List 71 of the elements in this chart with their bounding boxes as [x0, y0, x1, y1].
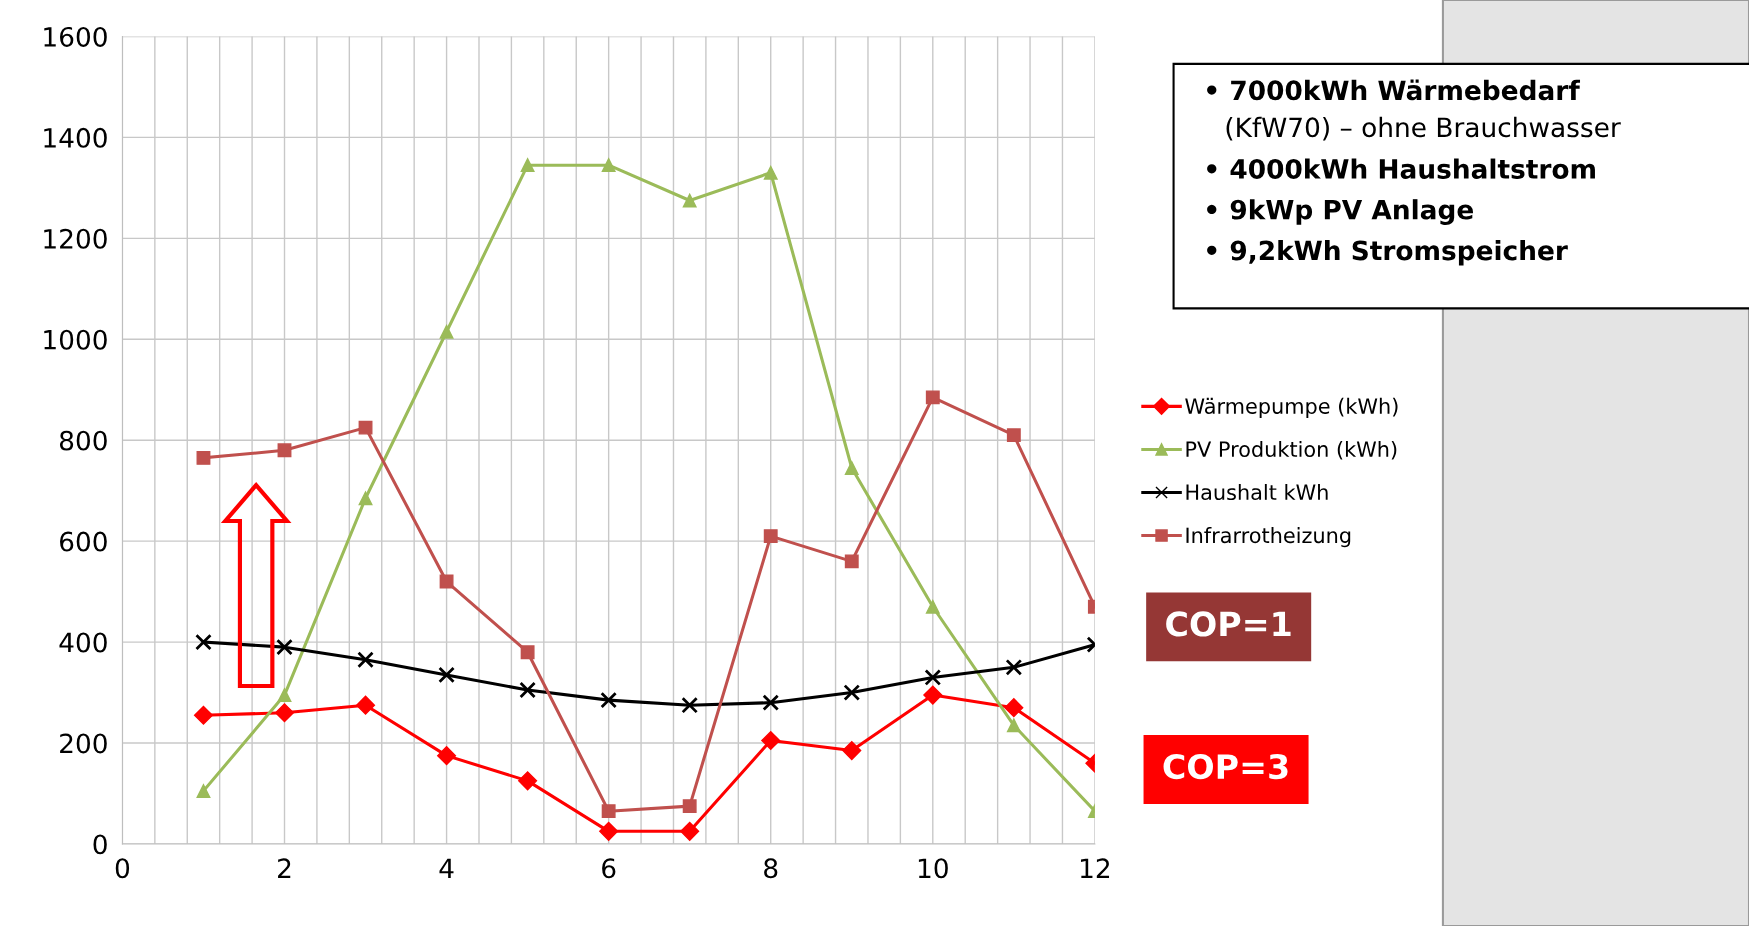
point — [1005, 658, 1023, 676]
point — [438, 666, 455, 684]
point — [1006, 428, 1021, 443]
text: • 4000kWh Haushaltstrom — [1207, 158, 1595, 179]
point — [599, 821, 619, 841]
point — [925, 599, 940, 614]
point — [925, 390, 940, 405]
point — [357, 651, 374, 669]
point — [195, 633, 212, 651]
point — [682, 799, 697, 814]
text: (KfW70) – ohne Brauchwasser — [1226, 116, 1621, 141]
point — [601, 158, 616, 173]
point — [518, 771, 538, 791]
x-tick-label: 0 — [115, 858, 130, 879]
point — [681, 696, 699, 714]
point — [924, 669, 942, 686]
point — [763, 529, 778, 544]
point — [843, 684, 861, 701]
text: • 7000kWh Wärmebedarf — [1207, 79, 1581, 101]
x-tick-label: 12 — [1080, 858, 1110, 878]
y-tick-label: 1000 — [44, 329, 107, 350]
y-tick-label: 200 — [60, 733, 107, 754]
point — [520, 158, 535, 173]
point — [277, 443, 292, 458]
point — [844, 554, 859, 569]
y-tick-label: 600 — [60, 531, 107, 552]
point — [520, 645, 535, 660]
point — [276, 638, 293, 656]
point — [519, 681, 536, 699]
point — [762, 694, 780, 711]
y-tick-label: 0 — [93, 834, 107, 855]
point — [439, 324, 454, 339]
legend-label: Haushalt kWh — [1186, 483, 1328, 501]
text: COP=3 — [1163, 753, 1288, 780]
point — [761, 730, 781, 751]
x-tick-label: 8 — [764, 858, 778, 879]
point — [196, 450, 211, 465]
point — [358, 420, 373, 435]
point — [439, 574, 454, 589]
text: • 9,2kWh Stromspeicher — [1207, 240, 1568, 266]
x-tick-label: 6 — [602, 858, 616, 879]
y-tick-label: 800 — [59, 430, 107, 451]
point — [601, 804, 616, 819]
point — [763, 165, 778, 180]
x-tick-label: 2 — [278, 858, 291, 878]
point — [844, 461, 859, 475]
point — [274, 703, 295, 723]
legend-label: PV Produktion (kWh) — [1186, 440, 1397, 460]
point — [356, 695, 376, 715]
y-tick-label: 1600 — [44, 26, 107, 47]
point — [358, 491, 373, 506]
y-tick-label: 1400 — [44, 127, 107, 148]
text: • 9kWp PV Anlage — [1207, 199, 1473, 225]
point — [437, 746, 457, 766]
y-tick-label: 1200 — [44, 228, 107, 249]
point — [277, 688, 292, 703]
legend-label: Wärmepumpe (kWh) — [1185, 397, 1398, 418]
point — [682, 193, 697, 208]
point — [842, 741, 862, 761]
point — [193, 705, 214, 725]
point — [1006, 718, 1021, 733]
x-tick-label: 10 — [918, 858, 948, 879]
point — [923, 685, 943, 705]
point — [1004, 698, 1024, 718]
text: COP=1 — [1166, 611, 1291, 637]
point — [196, 784, 211, 798]
y-tick-label: 400 — [59, 632, 107, 653]
point — [600, 691, 617, 709]
x-tick-label: 4 — [439, 858, 454, 878]
legend-label: Infrarrotheizung — [1186, 527, 1351, 548]
point — [680, 821, 700, 841]
